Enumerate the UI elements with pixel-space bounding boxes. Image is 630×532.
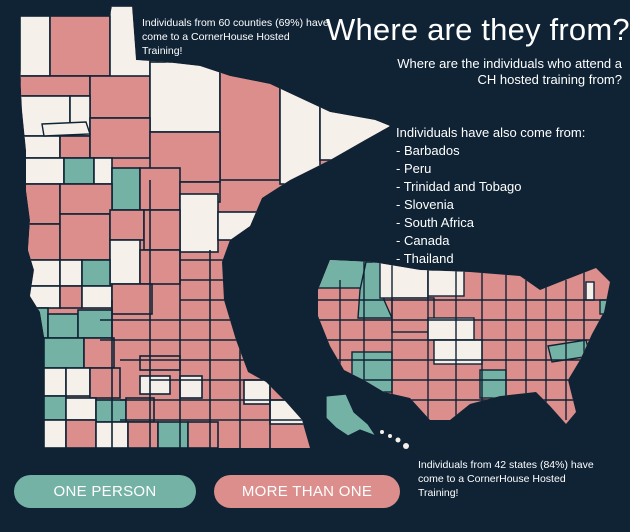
country-item: - Barbados xyxy=(396,143,460,158)
countries-list: - Barbados - Peru - Trinidad and Tobago … xyxy=(396,142,624,268)
legend-more-than-one: MORE THAN ONE xyxy=(214,475,400,508)
page-subtitle: Where are the individuals who attend a C… xyxy=(397,56,622,87)
country-item: - Peru xyxy=(396,161,432,176)
states-note: Individuals from 42 states (84%) have co… xyxy=(418,459,594,499)
page-title: Where are they from? xyxy=(326,12,630,47)
legend-one-person: ONE PERSON xyxy=(14,475,196,508)
country-item: - Canada xyxy=(396,233,450,248)
counties-note: Individuals from 60 counties (69%) have … xyxy=(142,17,329,57)
countries-heading: Individuals have also come from: xyxy=(396,125,586,140)
country-item: - South Africa xyxy=(396,215,475,230)
country-item: - Slovenia xyxy=(396,197,454,212)
country-item: - Trinidad and Tobago xyxy=(396,179,522,194)
country-item: - Thailand xyxy=(396,251,454,266)
countries-list-block: Individuals have also come from: - Barba… xyxy=(396,124,624,268)
